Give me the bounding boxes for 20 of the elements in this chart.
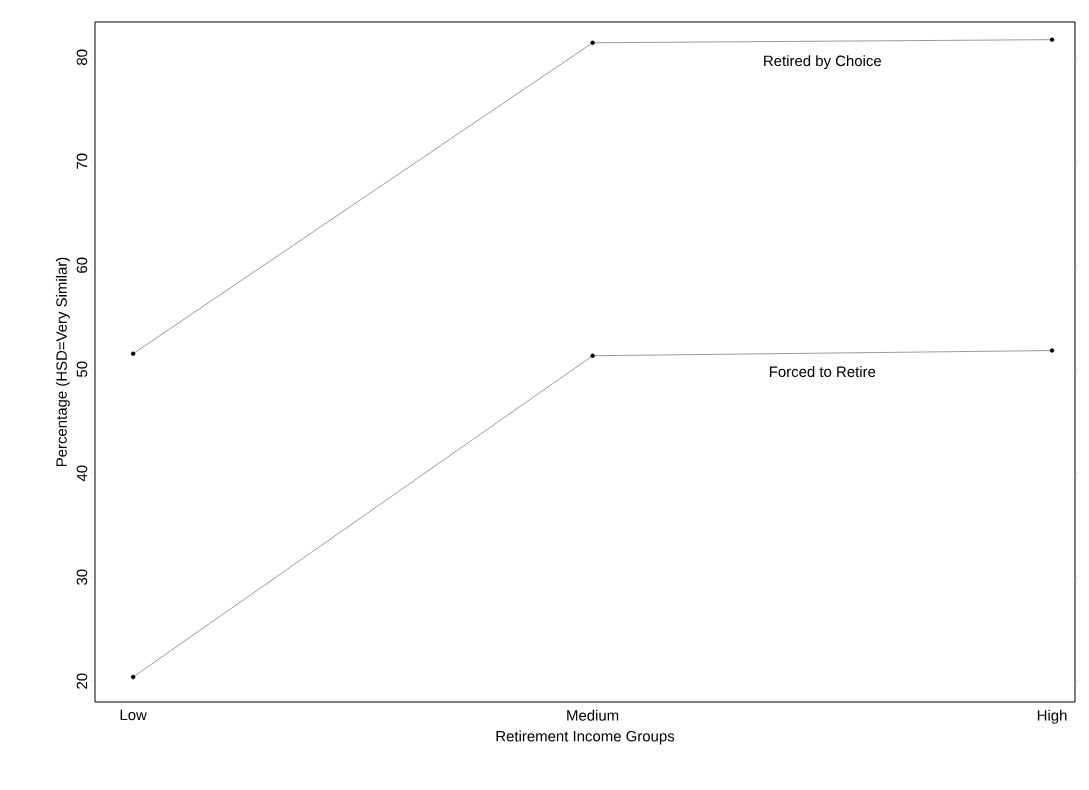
series-label: Retired by Choice (764, 55, 881, 70)
point (130, 351, 136, 356)
x-tick-label: Medium (567, 709, 619, 721)
y-tick-label: 50 (76, 361, 88, 377)
y-tick-label: 70 (76, 153, 88, 169)
point (590, 353, 595, 358)
series-label: Forced to Retire (769, 366, 876, 378)
point (1049, 37, 1055, 42)
y-tick-label: 60 (76, 257, 88, 273)
point (590, 40, 595, 45)
y-tick-label: 20 (76, 673, 88, 689)
x-tick-label: Low (120, 709, 147, 721)
y-tick-label: 30 (76, 569, 88, 585)
point (130, 674, 136, 680)
y-tick-label: 40 (76, 465, 88, 482)
x-axis-title: Retirement Income Groups (496, 730, 675, 745)
y-tick-label: 80 (76, 49, 88, 65)
x-tick-label: High (1037, 709, 1067, 724)
point (1049, 348, 1055, 353)
y-axis-title: Percentage (HSD=Very Similar) (55, 257, 70, 467)
